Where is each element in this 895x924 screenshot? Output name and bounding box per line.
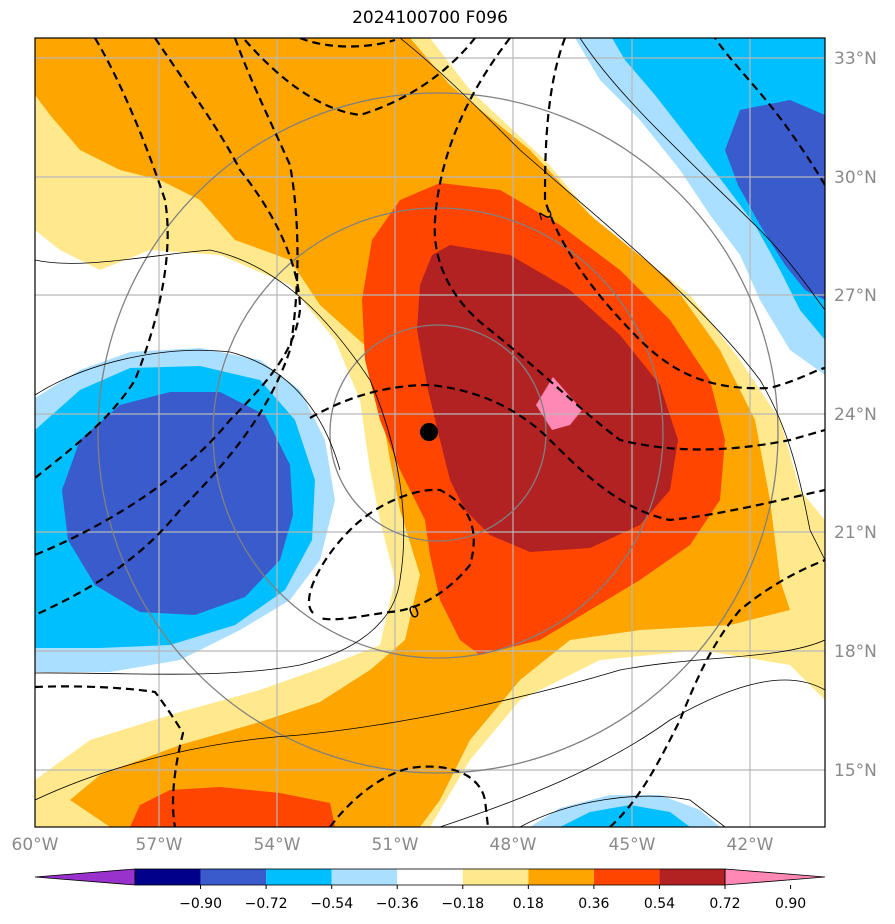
colorbar-extend-low bbox=[34, 868, 136, 886]
lat-label-18: 18°N bbox=[834, 642, 877, 662]
lon-label-48w: 48°W bbox=[490, 835, 537, 855]
colorbar-tick-label: 0.18 bbox=[513, 896, 544, 912]
shade-pink-core bbox=[536, 377, 582, 430]
colorbar-segment bbox=[266, 869, 332, 885]
range-rings bbox=[97, 92, 779, 774]
shade-cyan-south bbox=[560, 805, 690, 827]
lon-label-60w: 60°W bbox=[12, 835, 59, 855]
colorbar-tick-label: −0.72 bbox=[245, 896, 288, 912]
lon-label-57w: 57°W bbox=[136, 835, 183, 855]
colorbar-segment bbox=[397, 869, 463, 885]
lat-label-27: 27°N bbox=[834, 286, 877, 306]
lat-label-15: 15°N bbox=[834, 761, 877, 781]
shading-layer bbox=[35, 38, 825, 827]
graticule bbox=[35, 38, 825, 827]
lon-labels: 60°W 57°W 54°W 51°W 48°W 45°W 42°W bbox=[12, 835, 774, 855]
colorbar-segment bbox=[462, 869, 529, 885]
lat-labels: 33°N 30°N 27°N 24°N 21°N 18°N 15°N bbox=[834, 49, 877, 781]
colorbar-segment bbox=[331, 869, 398, 885]
colorbar-tick-label: 0.90 bbox=[775, 896, 806, 912]
lon-label-54w: 54°W bbox=[254, 835, 301, 855]
colorbar: −0.90 −0.72 −0.54 −0.36 −0.18 0.18 0.36 0.54 0.7… bbox=[34, 868, 826, 912]
colorbar-tick-label: 0.54 bbox=[644, 896, 675, 912]
map-frame bbox=[34, 37, 826, 828]
solid-contours bbox=[35, 38, 825, 827]
colorbar-segment bbox=[135, 869, 201, 885]
colorbar-segment bbox=[528, 869, 594, 885]
colorbar-tick-label: 0.72 bbox=[709, 896, 740, 912]
shade-red-lower bbox=[130, 787, 335, 827]
lon-label-45w: 45°W bbox=[609, 835, 656, 855]
map-title: 2024100700 F096 bbox=[352, 8, 508, 28]
lat-label-30: 30°N bbox=[834, 168, 877, 188]
colorbar-tick-label: 0.36 bbox=[578, 896, 609, 912]
colorbar-extend-high bbox=[724, 868, 826, 886]
colorbar-segment bbox=[200, 869, 267, 885]
dashed-contours bbox=[35, 38, 825, 827]
lat-label-24: 24°N bbox=[834, 405, 877, 425]
lon-label-51w: 51°W bbox=[372, 835, 419, 855]
storm-center-marker bbox=[420, 423, 438, 441]
colorbar-tick-label: −0.90 bbox=[179, 896, 222, 912]
colorbar-segment bbox=[593, 869, 660, 885]
contour-label-2: 2 bbox=[535, 208, 556, 223]
colorbar-segment bbox=[659, 869, 725, 885]
colorbar-outline bbox=[134, 868, 726, 886]
colorbar-tick-label: −0.54 bbox=[310, 896, 353, 912]
map-plot-area: 0 2 bbox=[35, 38, 825, 827]
lon-label-42w: 42°W bbox=[727, 835, 774, 855]
colorbar-tick-label: −0.36 bbox=[376, 896, 419, 912]
lat-label-21: 21°N bbox=[834, 523, 877, 543]
lat-label-33: 33°N bbox=[834, 49, 877, 69]
colorbar-tick-label: −0.18 bbox=[441, 896, 484, 912]
